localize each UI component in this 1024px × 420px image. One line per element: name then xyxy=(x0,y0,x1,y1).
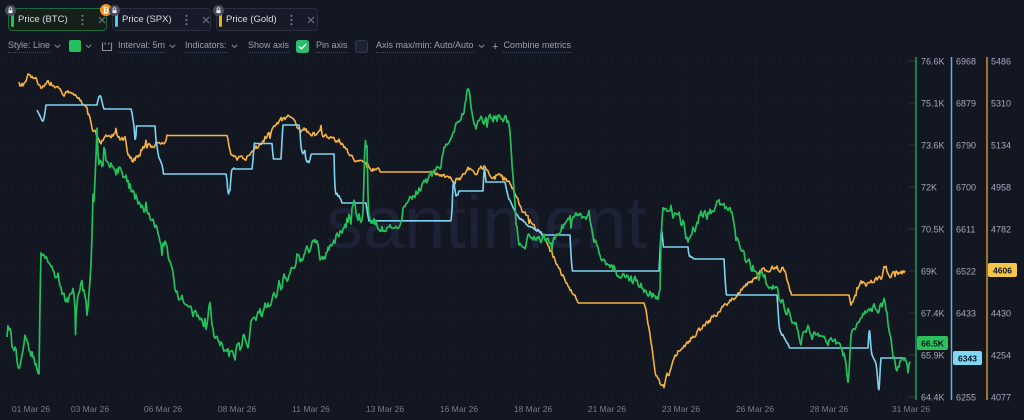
svg-text:5310: 5310 xyxy=(991,99,1011,109)
svg-text:6255: 6255 xyxy=(956,393,976,403)
svg-text:4606: 4606 xyxy=(993,266,1012,276)
svg-text:26 Mar 26: 26 Mar 26 xyxy=(736,404,775,414)
svg-text:73.6K: 73.6K xyxy=(921,141,945,151)
svg-text:6700: 6700 xyxy=(956,183,976,193)
svg-text:31 Mar 26: 31 Mar 26 xyxy=(892,404,931,414)
svg-text:76.6K: 76.6K xyxy=(921,57,945,67)
svg-text:28 Mar 26: 28 Mar 26 xyxy=(810,404,849,414)
svg-text:06 Mar 26: 06 Mar 26 xyxy=(144,404,183,414)
svg-text:21 Mar 26: 21 Mar 26 xyxy=(588,404,627,414)
svg-text:66.5K: 66.5K xyxy=(921,339,945,349)
svg-text:11 Mar 26: 11 Mar 26 xyxy=(292,404,330,414)
svg-text:6879: 6879 xyxy=(956,99,976,109)
svg-text:16 Mar 26: 16 Mar 26 xyxy=(440,404,479,414)
svg-text:4430: 4430 xyxy=(991,309,1011,319)
svg-text:6522: 6522 xyxy=(956,267,976,277)
svg-text:santiment: santiment xyxy=(326,181,647,264)
svg-text:6343: 6343 xyxy=(958,354,977,364)
svg-text:4077: 4077 xyxy=(991,393,1011,403)
svg-text:6433: 6433 xyxy=(956,309,976,319)
svg-text:65.9K: 65.9K xyxy=(921,351,945,361)
svg-text:64.4K: 64.4K xyxy=(921,393,945,403)
svg-text:6611: 6611 xyxy=(956,225,975,235)
svg-text:03 Mar 26: 03 Mar 26 xyxy=(71,404,110,414)
svg-text:67.4K: 67.4K xyxy=(921,309,945,319)
svg-text:69K: 69K xyxy=(921,267,937,277)
svg-text:₿: ₿ xyxy=(103,6,110,15)
svg-text:18 Mar 26: 18 Mar 26 xyxy=(514,404,553,414)
svg-text:23 Mar 26: 23 Mar 26 xyxy=(662,404,701,414)
svg-text:70.5K: 70.5K xyxy=(921,225,945,235)
svg-text:13 Mar 26: 13 Mar 26 xyxy=(366,404,405,414)
svg-text:6968: 6968 xyxy=(956,57,976,67)
svg-text:75.1K: 75.1K xyxy=(921,99,945,109)
svg-text:4254: 4254 xyxy=(991,351,1011,361)
svg-text:72K: 72K xyxy=(921,183,937,193)
svg-text:4958: 4958 xyxy=(991,183,1011,193)
svg-text:01 Mar 26: 01 Mar 26 xyxy=(12,404,51,414)
svg-text:08 Mar 26: 08 Mar 26 xyxy=(218,404,257,414)
svg-text:5486: 5486 xyxy=(991,57,1011,67)
svg-text:6790: 6790 xyxy=(956,141,976,151)
svg-text:5134: 5134 xyxy=(991,141,1011,151)
svg-text:4782: 4782 xyxy=(991,225,1011,235)
